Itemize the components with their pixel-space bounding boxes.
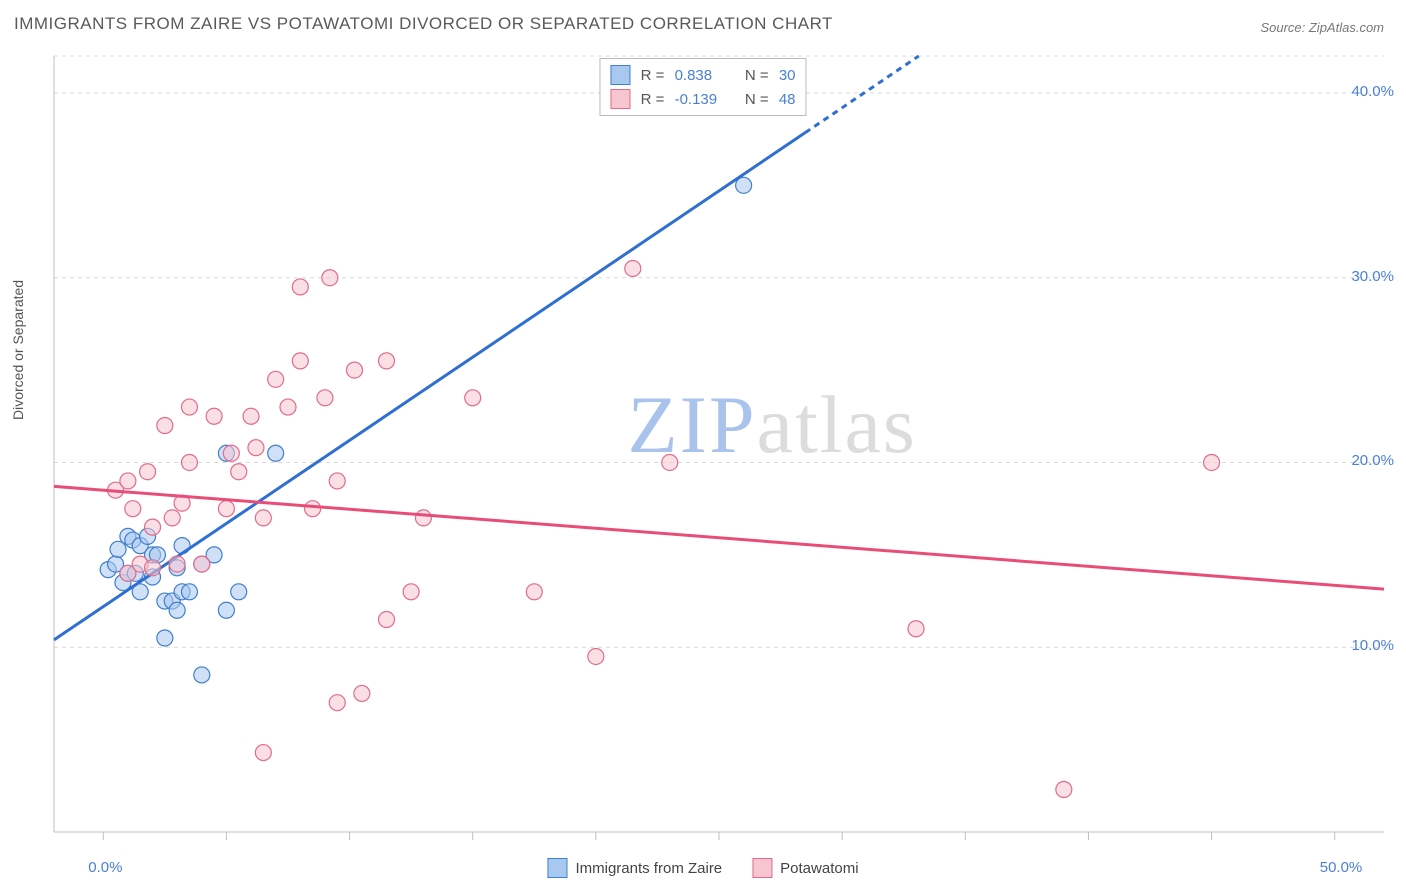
legend-r-label: R = bbox=[636, 91, 668, 108]
data-point bbox=[218, 602, 234, 618]
y-tick-label: 20.0% bbox=[1351, 452, 1394, 469]
data-point bbox=[322, 270, 338, 286]
data-point bbox=[379, 612, 395, 628]
correlation-legend: R = 0.838 N = 30 R = -0.139 N = 48 bbox=[599, 58, 806, 116]
data-point bbox=[292, 279, 308, 295]
data-point bbox=[145, 560, 161, 576]
data-point bbox=[305, 501, 321, 517]
data-point bbox=[125, 501, 141, 517]
data-point bbox=[248, 440, 264, 456]
data-point bbox=[292, 353, 308, 369]
data-point bbox=[379, 353, 395, 369]
data-point bbox=[329, 473, 345, 489]
data-point bbox=[403, 584, 419, 600]
data-point bbox=[181, 454, 197, 470]
data-point bbox=[255, 510, 271, 526]
y-tick-label: 40.0% bbox=[1351, 83, 1394, 100]
data-point bbox=[465, 390, 481, 406]
data-point bbox=[346, 362, 362, 378]
data-point bbox=[169, 556, 185, 572]
data-point bbox=[164, 510, 180, 526]
data-point bbox=[194, 556, 210, 572]
legend-n-value: 48 bbox=[779, 91, 796, 108]
legend-r-label: R = bbox=[636, 67, 668, 84]
data-point bbox=[157, 630, 173, 646]
scatter-plot: ZIPatlas bbox=[0, 0, 1406, 892]
legend-item: Immigrants from Zaire bbox=[547, 858, 722, 878]
data-point bbox=[231, 584, 247, 600]
y-tick-label: 10.0% bbox=[1351, 637, 1394, 654]
legend-swatch bbox=[752, 858, 772, 878]
data-point bbox=[169, 602, 185, 618]
data-point bbox=[625, 260, 641, 276]
data-point bbox=[354, 685, 370, 701]
data-point bbox=[243, 408, 259, 424]
data-point bbox=[157, 418, 173, 434]
data-point bbox=[120, 473, 136, 489]
legend-row: R = 0.838 N = 30 bbox=[610, 63, 795, 87]
legend-r-value: 0.838 bbox=[675, 67, 731, 84]
series-legend: Immigrants from Zaire Potawatomi bbox=[547, 858, 858, 878]
data-point bbox=[218, 501, 234, 517]
trend-line bbox=[54, 486, 1384, 589]
data-point bbox=[662, 454, 678, 470]
legend-row: R = -0.139 N = 48 bbox=[610, 87, 795, 111]
data-point bbox=[223, 445, 239, 461]
legend-item: Potawatomi bbox=[752, 858, 858, 878]
data-point bbox=[526, 584, 542, 600]
data-point bbox=[1056, 782, 1072, 798]
data-point bbox=[329, 695, 345, 711]
data-point bbox=[415, 510, 431, 526]
x-tick-label: 0.0% bbox=[88, 859, 122, 876]
data-point bbox=[588, 648, 604, 664]
data-point bbox=[181, 399, 197, 415]
data-point bbox=[181, 584, 197, 600]
data-point bbox=[194, 667, 210, 683]
data-point bbox=[231, 464, 247, 480]
data-point bbox=[1204, 454, 1220, 470]
legend-swatch bbox=[610, 89, 630, 109]
data-point bbox=[255, 745, 271, 761]
y-tick-label: 30.0% bbox=[1351, 268, 1394, 285]
legend-swatch bbox=[610, 65, 630, 85]
legend-n-label: N = bbox=[737, 67, 773, 84]
data-point bbox=[280, 399, 296, 415]
data-point bbox=[206, 408, 222, 424]
data-point bbox=[908, 621, 924, 637]
legend-n-value: 30 bbox=[779, 67, 796, 84]
legend-swatch bbox=[547, 858, 567, 878]
data-point bbox=[268, 371, 284, 387]
data-point bbox=[317, 390, 333, 406]
data-point bbox=[145, 519, 161, 535]
trend-line-dash bbox=[805, 56, 919, 133]
legend-n-label: N = bbox=[737, 91, 773, 108]
data-point bbox=[140, 464, 156, 480]
legend-series-label: Potawatomi bbox=[780, 860, 858, 877]
x-tick-label: 50.0% bbox=[1320, 859, 1363, 876]
legend-series-label: Immigrants from Zaire bbox=[575, 860, 722, 877]
data-point bbox=[268, 445, 284, 461]
legend-r-value: -0.139 bbox=[675, 91, 731, 108]
